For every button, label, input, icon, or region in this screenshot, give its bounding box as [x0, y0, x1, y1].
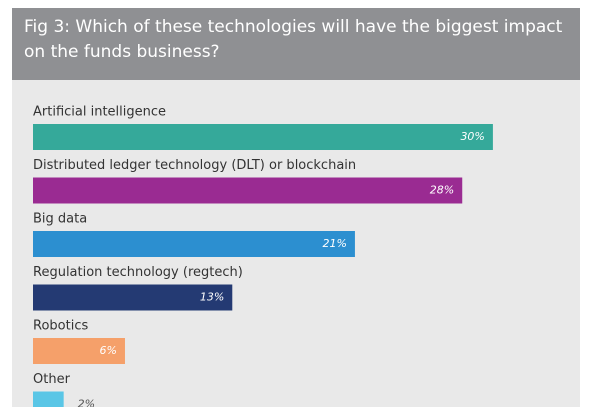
- category-label: Big data: [33, 212, 87, 227]
- bar: [33, 231, 355, 257]
- category-label: Other: [33, 372, 71, 387]
- value-label: 6%: [100, 344, 117, 357]
- category-label: Distributed ledger technology (DLT) or b…: [33, 158, 356, 173]
- value-label: 13%: [200, 291, 224, 304]
- title-bar: [12, 8, 580, 80]
- value-label: 28%: [430, 184, 454, 197]
- bar: [33, 338, 125, 364]
- category-label: Regulation technology (regtech): [33, 265, 243, 280]
- value-label: 2%: [78, 398, 95, 407]
- bar: [33, 177, 463, 204]
- bar: [33, 391, 64, 407]
- value-label: 30%: [460, 130, 484, 143]
- bar: [33, 124, 493, 150]
- category-label: Robotics: [33, 319, 88, 334]
- chart-title: Fig 3: Which of these technologies will …: [24, 17, 563, 62]
- category-label: Artificial intelligence: [33, 105, 166, 120]
- value-label: 21%: [322, 237, 346, 250]
- bar: [33, 284, 233, 311]
